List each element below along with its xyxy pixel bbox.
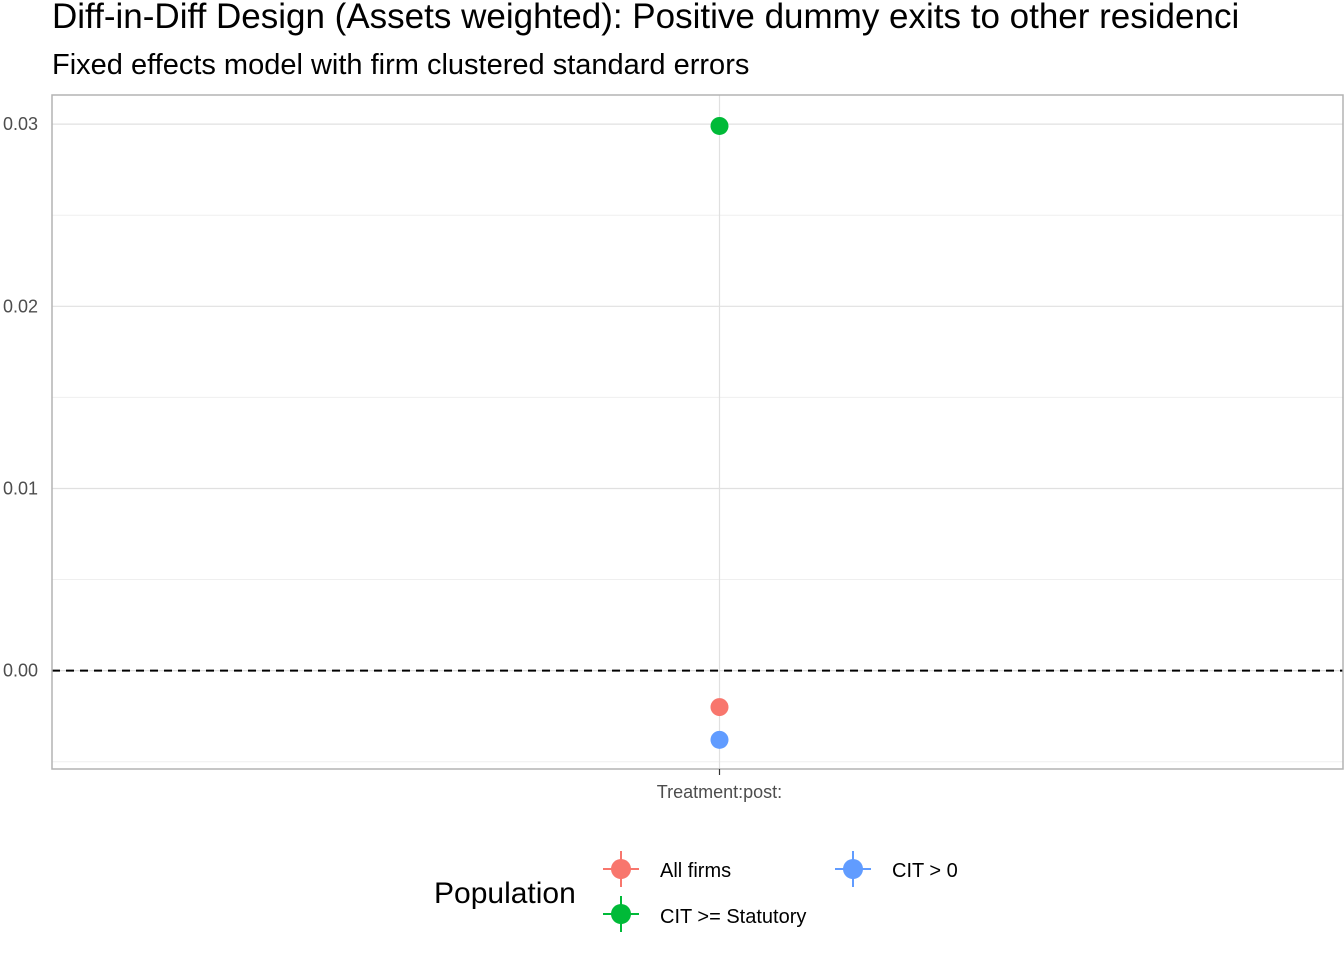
grid-major	[52, 95, 1343, 769]
y-tick-label: 0.03	[3, 114, 38, 134]
chart-subtitle: Fixed effects model with firm clustered …	[52, 49, 749, 81]
data-point	[710, 698, 729, 717]
legend-key-point	[843, 859, 863, 879]
plot-panel	[51, 94, 1344, 770]
data-point	[710, 730, 729, 749]
y-tick-label: 0.01	[3, 478, 38, 498]
legend-label-all-firms: All firms	[660, 860, 731, 882]
legend-key-point	[611, 859, 631, 879]
legend-label-cit-statutory: CIT >= Statutory	[660, 906, 806, 928]
data-points	[710, 116, 729, 749]
legend-title: Population	[434, 877, 576, 910]
legend-key-all-firms	[603, 851, 639, 887]
chart-title: Diff-in-Diff Design (Assets weighted): P…	[52, 0, 1239, 36]
legend: Population All firms CIT > 0 CIT >= Stat…	[434, 851, 958, 932]
y-tick-label: 0.02	[3, 296, 38, 316]
legend-key-cit-statutory	[603, 896, 639, 932]
legend-key-point	[611, 904, 631, 924]
legend-label-cit-positive: CIT > 0	[892, 860, 958, 882]
x-axis: Treatment:post:	[657, 769, 782, 802]
legend-key-cit-positive	[835, 851, 871, 887]
panel-border	[51, 94, 1344, 770]
y-axis: 0.00 0.01 0.02 0.03	[3, 114, 38, 680]
grid-minor	[52, 214, 1343, 763]
x-tick-label: Treatment:post:	[657, 782, 782, 802]
data-point	[710, 116, 729, 135]
y-tick-label: 0.00	[3, 661, 38, 681]
